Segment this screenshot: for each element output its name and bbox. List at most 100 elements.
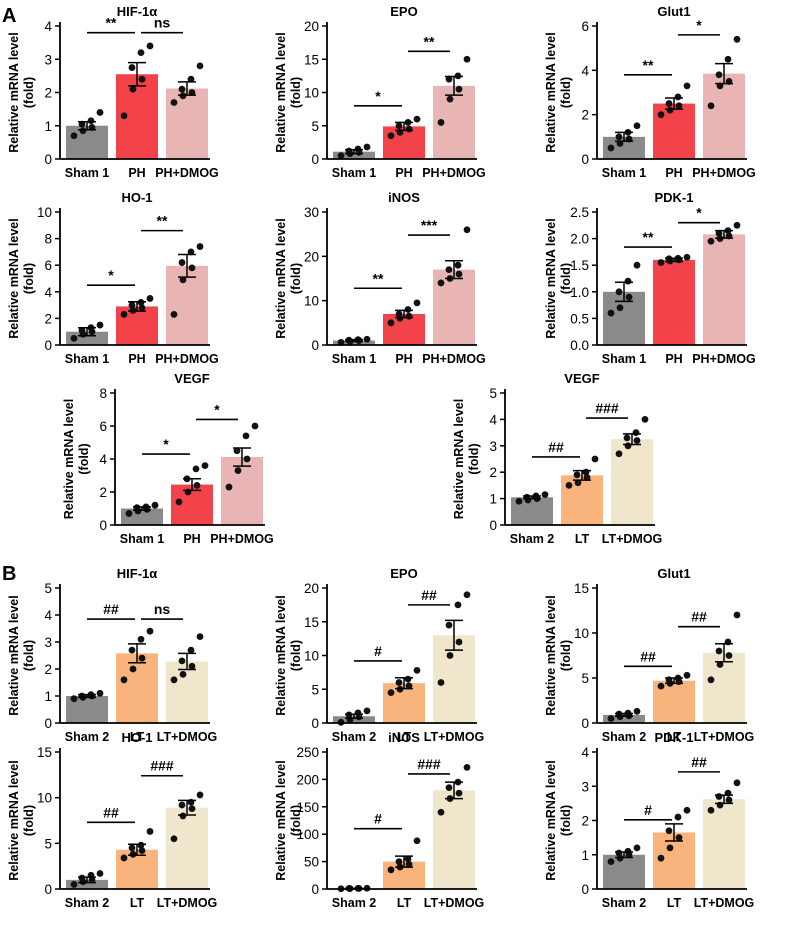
data-point — [675, 814, 682, 821]
y-tick-label: 1.5 — [570, 258, 589, 273]
data-point — [608, 145, 615, 152]
chart-title: PDK-1 — [654, 730, 693, 745]
data-point — [616, 450, 623, 457]
y-tick-label: 4 — [489, 412, 497, 427]
data-point — [708, 807, 715, 814]
y-tick-label: 250 — [296, 745, 319, 760]
x-tick-label: LT+DMOG — [424, 730, 485, 744]
y-tick-label: 2 — [44, 662, 52, 677]
y-tick-label: 4 — [44, 19, 52, 34]
significance-label: * — [696, 17, 702, 33]
data-point — [152, 502, 159, 509]
x-tick-label: PH+DMOG — [692, 166, 756, 180]
chart-title: iNOS — [388, 190, 420, 205]
x-tick-label: Sham 2 — [602, 730, 647, 744]
chart-9: HIF-1αRelative mRNA level (fold)012345Sha… — [7, 566, 217, 744]
y-tick-label: 0 — [311, 152, 319, 167]
y-tick-label: 10 — [304, 649, 319, 664]
x-tick-label: LT — [575, 532, 590, 546]
bar-ph-dmog — [221, 457, 263, 525]
significance-label: # — [374, 811, 382, 827]
y-tick-label: 50 — [304, 855, 319, 870]
data-point — [121, 112, 128, 119]
significance-label: ### — [595, 400, 619, 416]
y-axis-label: Relative mRNA level — [452, 399, 466, 519]
y-tick-label: 10 — [574, 626, 589, 641]
y-tick-label: 0 — [99, 518, 107, 533]
y-tick-label: 0 — [581, 152, 589, 167]
significance-label: ## — [691, 609, 707, 625]
y-tick-label: 15 — [304, 615, 319, 630]
significance-label: * — [375, 88, 381, 104]
significance-label: ** — [106, 15, 117, 31]
x-tick-label: PH+DMOG — [692, 352, 756, 366]
data-point — [71, 695, 78, 702]
bar-ph — [383, 126, 425, 159]
y-axis-label: Relative mRNA level — [544, 218, 558, 338]
data-point — [147, 43, 154, 50]
data-point — [625, 442, 632, 449]
significance-label: ** — [373, 270, 384, 286]
chart-3: Glut1Relative mRNA level (fold)0246Sham 1… — [544, 4, 756, 180]
y-tick-label: 0 — [489, 518, 497, 533]
y-axis-label-units: (fold) — [77, 443, 91, 474]
data-point — [202, 462, 209, 469]
data-point — [608, 310, 615, 317]
data-point — [626, 294, 633, 301]
significance-label: ### — [150, 758, 174, 774]
y-tick-label: 4 — [581, 745, 589, 760]
x-tick-label: LT+DMOG — [157, 730, 218, 744]
data-point — [138, 49, 145, 56]
chart-title: HIF-1α — [117, 566, 158, 581]
x-tick-label: Sham 2 — [332, 730, 377, 744]
data-point — [634, 437, 641, 444]
y-tick-label: 3 — [581, 779, 589, 794]
data-point — [97, 690, 104, 697]
data-point — [197, 63, 204, 70]
data-point — [129, 845, 136, 852]
y-tick-label: 1 — [581, 848, 589, 863]
y-axis-label-units: (fold) — [559, 640, 573, 671]
y-tick-label: 200 — [296, 772, 319, 787]
y-axis-label-units: (fold) — [559, 805, 573, 836]
data-point — [79, 693, 86, 700]
data-point — [388, 319, 395, 326]
y-axis-label-units: (fold) — [22, 77, 36, 108]
x-tick-label: PH — [395, 166, 412, 180]
data-point — [676, 102, 683, 109]
data-point — [121, 311, 128, 318]
data-point — [130, 851, 137, 858]
data-point — [447, 652, 454, 659]
y-axis-label-units: (fold) — [289, 77, 303, 108]
data-point — [180, 813, 187, 820]
x-tick-label: PH+DMOG — [155, 352, 219, 366]
data-point — [79, 875, 86, 882]
y-tick-label: 2 — [581, 814, 589, 829]
x-tick-label: Sham 1 — [65, 166, 110, 180]
data-point — [725, 56, 732, 63]
data-point — [180, 671, 187, 678]
data-point — [446, 622, 453, 629]
data-point — [464, 591, 471, 598]
y-tick-label: 0.5 — [570, 311, 589, 326]
data-point — [364, 336, 371, 343]
y-tick-label: 6 — [44, 258, 52, 273]
data-point — [667, 107, 674, 114]
data-point — [388, 132, 395, 139]
x-tick-label: LT+DMOG — [424, 896, 485, 910]
chart-10: EPO Relative mRNA level (fold) 0 5 10 15 20 Sham… — [274, 566, 484, 744]
data-point — [97, 322, 104, 329]
y-tick-label: 2.5 — [570, 205, 589, 220]
data-point — [130, 86, 137, 93]
data-point — [414, 837, 421, 844]
x-tick-label: LT+DMOG — [157, 896, 218, 910]
data-point — [734, 36, 741, 43]
x-tick-label: PH+DMOG — [422, 166, 486, 180]
data-point — [405, 676, 412, 683]
x-tick-label: PH+DMOG — [422, 352, 486, 366]
significance-label: ** — [643, 229, 654, 245]
significance-label: *** — [421, 217, 438, 233]
y-tick-label: 10 — [304, 294, 319, 309]
data-point — [708, 676, 715, 683]
data-point — [406, 126, 413, 133]
